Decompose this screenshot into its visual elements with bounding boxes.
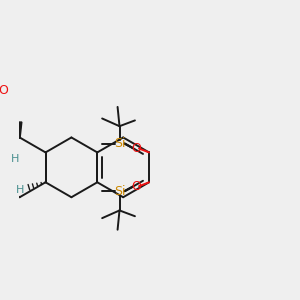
Polygon shape	[0, 152, 9, 161]
Text: O: O	[131, 142, 141, 155]
Text: O: O	[0, 84, 8, 98]
Polygon shape	[17, 122, 22, 137]
Text: Si: Si	[114, 185, 125, 198]
Text: O: O	[131, 180, 141, 193]
Text: Si: Si	[114, 137, 125, 150]
Text: H: H	[11, 154, 19, 164]
Text: H: H	[16, 184, 25, 195]
